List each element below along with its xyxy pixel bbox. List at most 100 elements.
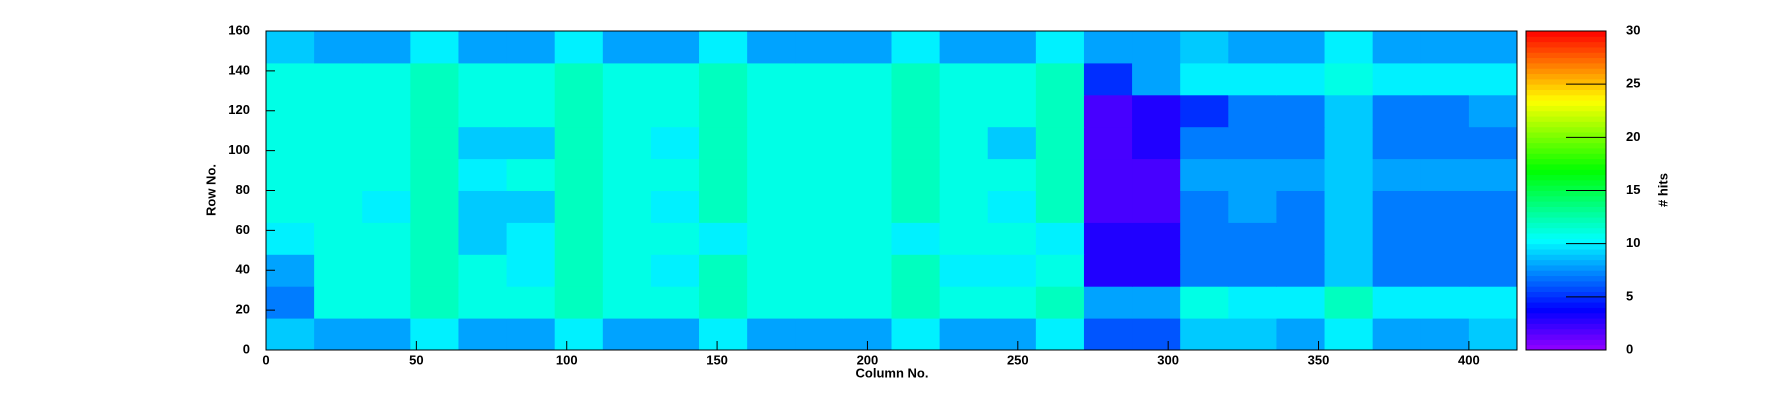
heatmap-cell bbox=[843, 94, 892, 128]
heatmap-cell bbox=[843, 31, 892, 64]
heatmap-cell bbox=[554, 318, 604, 351]
heatmap-cell bbox=[410, 318, 459, 351]
heatmap-cell bbox=[554, 286, 604, 319]
heatmap-cell bbox=[1228, 94, 1277, 128]
heatmap-cell bbox=[1276, 126, 1326, 160]
heatmap-cell bbox=[1324, 254, 1374, 287]
heatmap-cell bbox=[458, 62, 508, 96]
heatmap-cell bbox=[362, 254, 411, 287]
heatmap-cell bbox=[747, 190, 796, 223]
z-tick-label: 25 bbox=[1626, 76, 1640, 91]
heatmap-cell bbox=[458, 190, 508, 223]
heatmap-cell bbox=[458, 318, 508, 351]
colorbar-step bbox=[1526, 105, 1606, 112]
colorbar-step bbox=[1526, 36, 1606, 43]
heatmap-cell bbox=[266, 222, 315, 255]
heatmap-cell bbox=[1276, 318, 1326, 351]
heatmap-cell bbox=[1324, 158, 1374, 191]
heatmap-cell bbox=[1324, 62, 1374, 96]
y-tick-label: 100 bbox=[228, 142, 250, 157]
heatmap-cell bbox=[699, 286, 748, 319]
heatmap-cell bbox=[987, 62, 1037, 96]
heatmap-cell bbox=[554, 190, 604, 223]
heatmap-cell bbox=[1420, 31, 1470, 64]
heatmap-cell bbox=[699, 222, 748, 255]
heatmap-cell bbox=[699, 94, 748, 128]
heatmap-cell bbox=[843, 158, 892, 191]
colorbar-step bbox=[1526, 259, 1606, 266]
heatmap-cell bbox=[362, 158, 411, 191]
heatmap-cell bbox=[987, 254, 1037, 287]
heatmap-cell bbox=[795, 318, 844, 351]
heatmap-cell bbox=[362, 318, 411, 351]
heatmap-cell bbox=[891, 158, 941, 191]
heatmap-cell bbox=[987, 190, 1037, 223]
heatmap-cell bbox=[602, 318, 652, 351]
heatmap-cell bbox=[602, 94, 652, 128]
heatmap-cell bbox=[554, 62, 604, 96]
heatmap-cell bbox=[987, 318, 1037, 351]
colorbar-step bbox=[1526, 195, 1606, 202]
colorbar-step bbox=[1526, 142, 1606, 149]
colorbar-step bbox=[1526, 78, 1606, 85]
heatmap-cell bbox=[362, 190, 411, 223]
heatmap-cell bbox=[1083, 31, 1133, 64]
heatmap-cell bbox=[1035, 158, 1085, 191]
colorbar-step bbox=[1526, 94, 1606, 101]
heatmap-cell bbox=[1180, 158, 1229, 191]
x-tick-label: 200 bbox=[857, 352, 879, 367]
heatmap-cell bbox=[314, 94, 363, 128]
y-axis-label: Row No. bbox=[203, 164, 218, 216]
heatmap-cell bbox=[410, 286, 459, 319]
heatmap-cell bbox=[843, 126, 892, 160]
heatmap-cell bbox=[362, 31, 411, 64]
heatmap-cell bbox=[1035, 126, 1085, 160]
colorbar-step bbox=[1526, 153, 1606, 160]
heatmap-cell bbox=[1083, 286, 1133, 319]
heatmap-cell bbox=[1372, 158, 1422, 191]
heatmap-cell bbox=[506, 94, 556, 128]
heatmap-cell bbox=[1132, 126, 1181, 160]
colorbar-step bbox=[1526, 147, 1606, 154]
heatmap-cell bbox=[1468, 222, 1518, 255]
heatmap-cell bbox=[650, 190, 700, 223]
heatmap-cell bbox=[1180, 222, 1229, 255]
heatmap-cell bbox=[1324, 31, 1374, 64]
heatmap-cell bbox=[1228, 222, 1277, 255]
heatmap-cell bbox=[1083, 222, 1133, 255]
heatmap-cell bbox=[650, 318, 700, 351]
heatmap-cell bbox=[1035, 94, 1085, 128]
heatmap-cell bbox=[891, 286, 941, 319]
heatmap-cell bbox=[1083, 158, 1133, 191]
heatmap-cell bbox=[266, 62, 315, 96]
heatmap-cell bbox=[1035, 254, 1085, 287]
heatmap-cell bbox=[1180, 94, 1229, 128]
heatmap-cell bbox=[266, 190, 315, 223]
heatmap-cell bbox=[602, 254, 652, 287]
z-tick-label: 5 bbox=[1626, 288, 1633, 303]
z-tick-label: 10 bbox=[1626, 235, 1640, 250]
heatmap-cell bbox=[1276, 31, 1326, 64]
heatmap-cell bbox=[506, 222, 556, 255]
colorbar-step bbox=[1526, 344, 1606, 351]
heatmap-cell bbox=[1276, 158, 1326, 191]
heatmap-cell bbox=[410, 222, 459, 255]
heatmap-cell bbox=[1180, 126, 1229, 160]
colorbar-step bbox=[1526, 41, 1606, 48]
heatmap-cell bbox=[1228, 158, 1277, 191]
heatmap-cell bbox=[699, 318, 748, 351]
colorbar-step bbox=[1526, 280, 1606, 287]
heatmap-cell bbox=[987, 126, 1037, 160]
heatmap-cell bbox=[1132, 62, 1181, 96]
colorbar-step bbox=[1526, 211, 1606, 218]
heatmap-cell bbox=[1228, 286, 1277, 319]
heatmap-cell bbox=[314, 254, 363, 287]
heatmap-cell bbox=[1276, 254, 1326, 287]
colorbar-step bbox=[1526, 158, 1606, 165]
colorbar-step bbox=[1526, 291, 1606, 298]
heatmap-cell bbox=[650, 94, 700, 128]
heatmap-cell bbox=[650, 158, 700, 191]
heatmap-cell bbox=[266, 158, 315, 191]
heatmap-cell bbox=[362, 222, 411, 255]
